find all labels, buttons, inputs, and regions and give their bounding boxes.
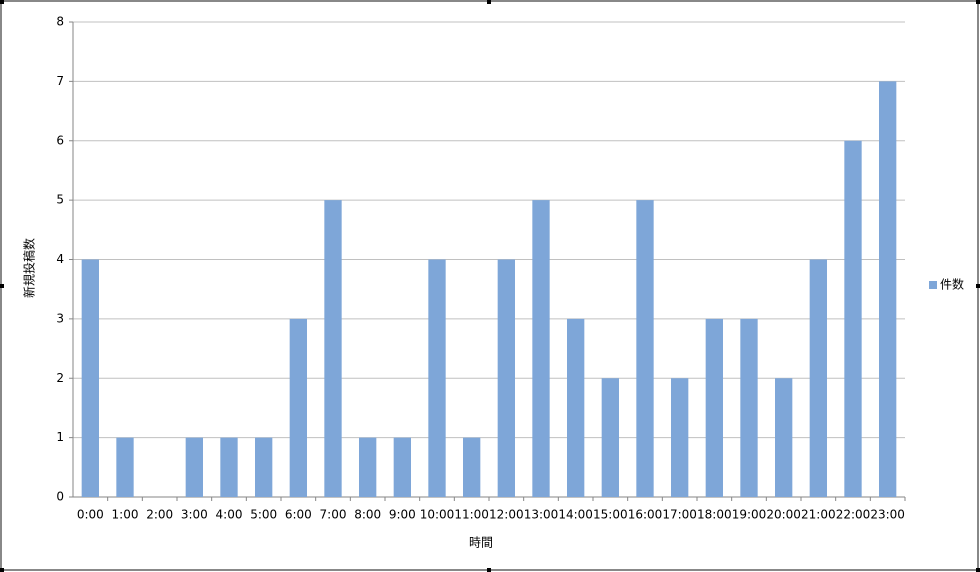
- bar: [671, 378, 689, 497]
- bar: [289, 318, 307, 497]
- y-tick-label: 1: [56, 430, 64, 444]
- x-tick-label: 19:00: [732, 508, 767, 522]
- x-tick-label: 4:00: [216, 508, 243, 522]
- legend-swatch: [929, 281, 937, 289]
- bar: [255, 437, 273, 497]
- y-tick-label: 3: [56, 311, 64, 325]
- y-tick-label: 8: [56, 15, 64, 29]
- x-axis-label: 時間: [469, 536, 493, 550]
- y-tick-label: 2: [56, 371, 64, 385]
- bar: [740, 318, 758, 497]
- x-tick-label: 6:00: [285, 508, 312, 522]
- bar: [116, 437, 134, 497]
- x-tick-label: 15:00: [593, 508, 628, 522]
- x-tick-label: 1:00: [112, 508, 139, 522]
- y-axis-label: 新規投稿数: [22, 238, 37, 298]
- bar: [775, 378, 793, 497]
- y-tick-label: 5: [56, 193, 64, 207]
- bar: [428, 259, 446, 497]
- bar: [879, 81, 897, 497]
- x-tick-label: 22:00: [836, 508, 871, 522]
- y-tick-label: 4: [56, 252, 64, 266]
- x-tick-label: 11:00: [454, 508, 489, 522]
- x-tick-label: 10:00: [420, 508, 455, 522]
- x-tick-label: 3:00: [181, 508, 208, 522]
- bar: [463, 437, 481, 497]
- x-tick-label: 20:00: [766, 508, 801, 522]
- bar: [497, 259, 515, 497]
- bar: [393, 437, 411, 497]
- x-tick-label: 12:00: [489, 508, 524, 522]
- bar: [359, 437, 377, 497]
- bar: [636, 200, 654, 497]
- x-tick-label: 8:00: [354, 508, 381, 522]
- y-tick-label: 7: [56, 74, 64, 88]
- x-tick-label: 13:00: [524, 508, 559, 522]
- x-tick-label: 23:00: [870, 508, 905, 522]
- x-tick-label: 2:00: [146, 508, 173, 522]
- x-tick-label: 18:00: [697, 508, 732, 522]
- y-tick-label: 6: [56, 133, 64, 147]
- x-tick-label: 16:00: [628, 508, 663, 522]
- bar: [532, 200, 550, 497]
- x-tick-label: 9:00: [389, 508, 416, 522]
- bar: [220, 437, 238, 497]
- legend-label: 件数: [940, 277, 964, 292]
- x-tick-label: 0:00: [77, 508, 104, 522]
- bar: [81, 259, 99, 497]
- bar: [185, 437, 203, 497]
- bar: [567, 318, 585, 497]
- bar: [601, 378, 619, 497]
- x-tick-label: 7:00: [320, 508, 347, 522]
- x-tick-label: 17:00: [662, 508, 697, 522]
- bar: [809, 259, 827, 497]
- x-tick-label: 14:00: [558, 508, 593, 522]
- bar: [844, 140, 862, 497]
- x-tick-label: 21:00: [801, 508, 836, 522]
- bar: [705, 318, 723, 497]
- y-tick-label: 0: [56, 490, 64, 504]
- bar: [324, 200, 342, 497]
- x-tick-label: 5:00: [250, 508, 277, 522]
